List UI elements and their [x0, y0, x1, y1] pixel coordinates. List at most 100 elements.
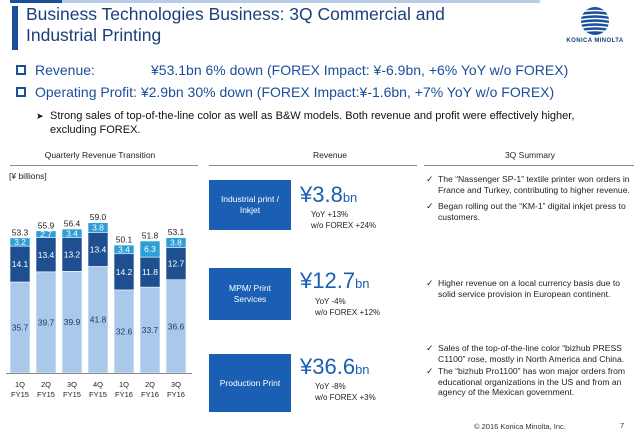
data-label: 12.7: [168, 259, 185, 269]
data-label: 39.9: [64, 317, 81, 327]
x-tick-label: 1Q: [119, 380, 129, 389]
segment-value-production-print: ¥36.6bn: [300, 354, 370, 380]
segment-unit: bn: [355, 362, 370, 377]
segment-note-production-print: YoY -8% w/o FOREX +3%: [315, 382, 376, 403]
x-tick-label: FY16: [141, 390, 159, 399]
x-tick-label: 4Q: [93, 380, 103, 389]
summary-industrial-print: ✓ The “Nassenger SP-1” textile printer wo…: [426, 174, 632, 228]
total-label: 53.3: [12, 227, 29, 237]
data-label: 14.2: [116, 267, 133, 277]
title-stripe: [12, 6, 18, 50]
summary-text: The “bizhub Pro1100” has won major order…: [438, 366, 626, 398]
data-label: 11.8: [142, 267, 158, 277]
bar-segment-2: [61, 228, 83, 238]
data-label: 3.2: [14, 237, 26, 247]
chart-heading-rule: [10, 165, 198, 166]
summary-item: ✓ The “Nassenger SP-1” textile printer wo…: [426, 174, 632, 195]
segment-yoy: YoY -8%: [315, 382, 346, 391]
segment-value-industrial-print: ¥3.8bn: [300, 182, 357, 208]
title-accent: [10, 0, 62, 3]
data-label: 32.6: [116, 326, 133, 336]
data-label: 13.4: [90, 244, 107, 254]
summary-text: The “Nassenger SP-1” textile printer won…: [438, 174, 630, 195]
total-label: 59.0: [90, 212, 107, 222]
summary-production-print: ✓ Sales of the top-of-the-line color “biz…: [426, 343, 632, 404]
segment-value: ¥36.6: [300, 354, 356, 379]
data-label: 14.1: [12, 259, 29, 269]
segment-fx: w/o FOREX +12%: [315, 307, 381, 317]
segment-value: ¥3.8: [300, 182, 343, 207]
data-label: 3.8: [170, 238, 182, 248]
data-label: 13.4: [38, 250, 55, 260]
summary-text: Sales of the top-of-the-line color “bizh…: [438, 343, 625, 364]
check-icon: ✓: [426, 343, 434, 353]
data-label: 41.8: [90, 315, 107, 325]
data-label: 13.2: [64, 250, 81, 260]
bar-segment-2: [87, 222, 109, 233]
revenue-heading: Revenue: [312, 150, 348, 160]
data-label: 3.4: [118, 244, 130, 254]
segment-unit: bn: [342, 190, 358, 205]
x-tick-label: 2Q: [41, 380, 51, 389]
segment-unit: bn: [355, 276, 370, 291]
total-label: 55.9: [38, 220, 55, 230]
sub-bullet-text: Strong sales of top-of-the-line color as…: [50, 110, 575, 136]
summary-item: ✓ Higher revenue on a local currency basi…: [426, 278, 632, 299]
square-bullet-icon: [16, 87, 26, 97]
title-accent-bar: [62, 0, 540, 3]
x-tick-label: 3Q: [171, 380, 181, 389]
arrow-bullet-icon: ➤: [36, 111, 44, 121]
summary-item: ✓ The “bizhub Pro1100” has won major orde…: [426, 366, 632, 398]
check-icon: ✓: [426, 366, 434, 377]
x-tick-label: FY15: [11, 390, 29, 399]
data-label: 33.7: [142, 325, 159, 335]
copyright-footer: © 2016 Konica Minolta, Inc.: [474, 422, 566, 431]
bar-segment-2: [165, 237, 187, 248]
x-tick-label: FY15: [89, 390, 107, 399]
segment-fx: w/o FOREX +24%: [311, 220, 377, 230]
segment-yoy: YoY +13%: [311, 210, 349, 219]
x-tick-label: FY16: [167, 390, 185, 399]
check-icon: ✓: [426, 174, 434, 184]
operating-profit-bullet: Operating Profit: ¥2.9bn 30% down (FOREX…: [16, 84, 554, 100]
x-tick-label: 2Q: [145, 380, 155, 389]
operating-profit-text: ¥2.9bn 30% down (FOREX Impact:¥-1.6bn, +…: [140, 84, 555, 100]
x-tick-label: 1Q: [15, 380, 25, 389]
segment-value-mpm: ¥12.7bn: [300, 268, 370, 294]
page-title-line-2: Industrial Printing: [26, 25, 162, 45]
data-label: 39.7: [38, 317, 55, 327]
page-number: 7: [620, 421, 625, 430]
x-tick-label: FY15: [37, 390, 55, 399]
title-bar: Business Technologies Business: 3Q Comme…: [0, 0, 640, 56]
summary-text: Began rolling out the “KM-1” digital ink…: [438, 201, 626, 222]
data-label: 3.8: [92, 222, 104, 232]
check-icon: ✓: [426, 278, 434, 288]
x-tick-label: FY15: [63, 390, 81, 399]
segment-box-production-print: Production Print: [209, 354, 291, 412]
operating-profit-label: Operating Profit:: [35, 84, 137, 100]
bar-segment-2: [113, 244, 135, 255]
summary-item: ✓ Began rolling out the “KM-1” digital in…: [426, 201, 632, 222]
summary-mpm: ✓ Higher revenue on a local currency basi…: [426, 278, 632, 305]
chart-heading: Quarterly Revenue Transition: [44, 150, 156, 160]
summary-item: ✓ Sales of the top-of-the-line color “biz…: [426, 343, 632, 364]
data-label: 6.3: [144, 244, 156, 254]
quarterly-revenue-chart: 35.714.13.253.31QFY1539.713.42.755.92QFY…: [6, 212, 192, 399]
summary-heading: 3Q Summary: [504, 150, 556, 160]
segment-note-mpm: YoY -4% w/o FOREX +12%: [315, 297, 380, 318]
check-icon: ✓: [426, 201, 434, 212]
total-label: 50.1: [116, 235, 133, 245]
bar-segment-2: [35, 230, 57, 238]
data-label: 35.7: [12, 323, 29, 333]
data-label: 2.7: [40, 229, 52, 239]
total-label: 51.8: [142, 230, 159, 240]
total-label: 56.4: [64, 219, 81, 229]
segment-yoy: YoY -4%: [315, 297, 346, 306]
x-tick-label: 3Q: [67, 380, 77, 389]
total-label: 53.1: [168, 227, 185, 237]
chart-unit-label: [¥ billions]: [9, 171, 47, 181]
bar-segment-2: [139, 240, 161, 258]
segment-box-mpm: MPM/ Print Services: [209, 268, 291, 320]
summary-text: Higher revenue on a local currency basis…: [438, 278, 621, 299]
segment-box-industrial-print: Industrial print / Inkjet: [209, 180, 291, 230]
